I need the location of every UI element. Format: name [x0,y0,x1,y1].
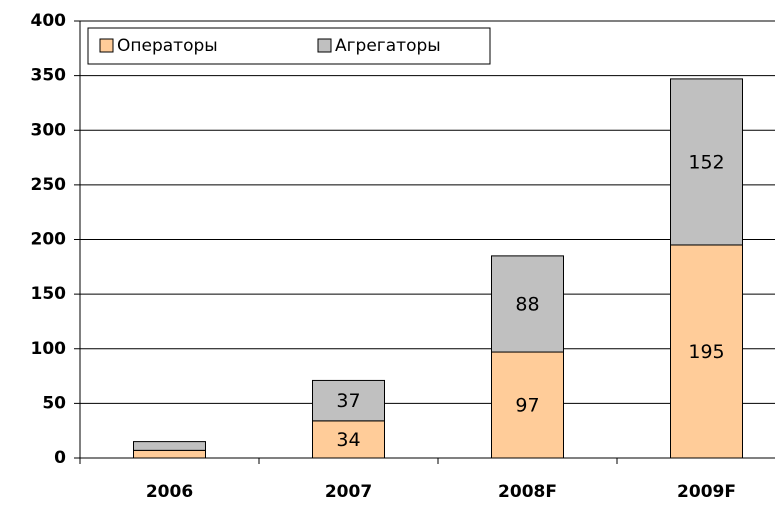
bar-segment [670,244,743,459]
bar-segment [491,255,564,353]
y-tick-label: 0 [54,448,66,468]
x-tick-label: 2007 [325,482,372,502]
y-tick-label: 200 [31,230,67,250]
bar-segment [312,379,385,422]
legend-box [87,27,491,65]
legend-label: Операторы [117,36,218,56]
data-label: 152 [688,151,724,173]
data-label: 37 [336,390,360,412]
bar-segment [312,420,385,459]
data-label: 97 [515,395,539,417]
bar-segment [133,449,206,459]
bar-segment [133,441,206,451]
bar-segment [491,351,564,459]
y-tick-label: 50 [42,393,66,413]
x-tick-label: 2006 [146,482,193,502]
x-tick-label: 2009F [677,482,736,502]
legend-swatch [317,38,332,53]
data-label: 88 [515,293,539,315]
legend-label: Агрегаторы [335,36,441,56]
y-tick-label: 350 [31,66,67,86]
y-tick-label: 250 [31,175,67,195]
y-tick-label: 400 [31,11,67,31]
y-tick-label: 100 [31,339,67,359]
x-tick-label: 2008F [498,482,557,502]
y-tick-label: 150 [31,284,67,304]
legend-swatch [99,38,114,53]
data-label: 195 [688,341,724,363]
y-tick-label: 300 [31,120,67,140]
data-label: 34 [336,429,360,451]
bar-segment [670,78,743,246]
